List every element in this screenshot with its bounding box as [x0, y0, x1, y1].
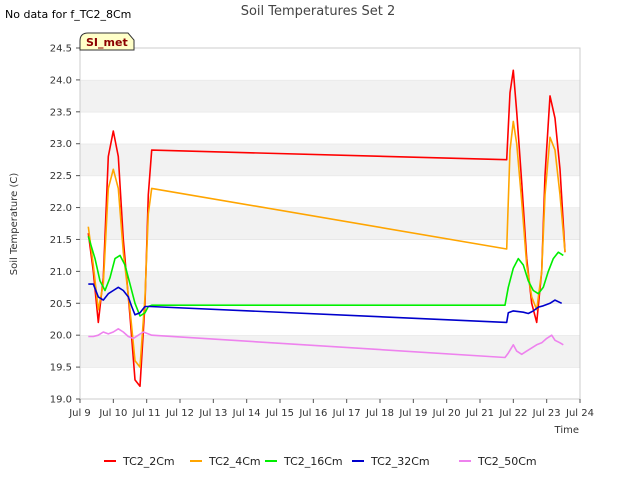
legend-label: TC2_32Cm: [370, 455, 430, 468]
plot-band: [80, 335, 580, 368]
x-tick-label: Jul 24: [565, 408, 594, 419]
y-tick-label: 21.5: [50, 235, 72, 246]
plot-band: [80, 239, 580, 272]
series-lines: [87, 69, 566, 388]
plot-band: [80, 48, 580, 80]
y-tick-label: 21.0: [50, 267, 72, 278]
y-tick-label: 22.5: [50, 171, 72, 182]
y-tick-label: 20.5: [50, 299, 72, 310]
chart-title: Soil Temperatures Set 2: [241, 4, 396, 19]
x-tick-label: Jul 12: [165, 408, 194, 419]
site-badge-shape: [79, 32, 135, 51]
y-tick-label: 23.5: [50, 107, 72, 118]
x-tick-label: Jul 20: [432, 408, 461, 419]
y-tick-label: 24.5: [50, 44, 72, 55]
y-axis-ticks: 19.0 19.5 20.0 20.5 21.0 21.5 22.0 22.5 23.0 23.5…: [50, 44, 80, 406]
y-tick-label: 19.0: [50, 395, 72, 406]
x-tick-label: Jul 21: [465, 408, 494, 419]
x-tick-label: Jul 22: [498, 408, 527, 419]
plot-band: [80, 367, 580, 399]
y-tick-label: 19.5: [50, 363, 72, 374]
x-tick-label: Jul 14: [232, 408, 261, 419]
x-axis-label: Time: [554, 425, 579, 436]
y-tick-label: 23.0: [50, 139, 72, 150]
x-tick-label: Jul 16: [298, 408, 327, 419]
plot-band: [80, 207, 580, 240]
site-badge-label: SI_met: [86, 36, 128, 49]
site-badge: SI_met: [79, 32, 135, 51]
y-tick-label: 24.0: [50, 75, 72, 86]
x-tick-label: Jul 13: [198, 408, 227, 419]
series-line-tc2-4cm: [87, 120, 566, 368]
x-tick-label: Jul 19: [398, 408, 427, 419]
plot-band: [80, 111, 580, 144]
no-data-message: No data for f_TC2_8Cm: [5, 8, 132, 21]
legend-label: TC2_50Cm: [477, 455, 537, 468]
x-tick-label: Jul 15: [265, 408, 294, 419]
plot-band: [80, 303, 580, 336]
x-axis-ticks: Jul 9 Jul 10 Jul 11 Jul 12 Jul 13 Jul 14 Jul 1…: [68, 399, 594, 419]
legend-label: TC2_4Cm: [208, 455, 261, 468]
legend-label: TC2_16Cm: [283, 455, 343, 468]
legend: TC2_2Cm TC2_4Cm TC2_16Cm TC2_32Cm TC2_50Cm: [104, 455, 537, 468]
plot-background-bands: [80, 47, 580, 399]
plot-band: [80, 271, 580, 304]
x-tick-label: Jul 11: [132, 408, 161, 419]
series-line-tc2-16cm: [87, 236, 564, 317]
x-tick-label: Jul 17: [332, 408, 361, 419]
x-tick-label: Jul 18: [365, 408, 394, 419]
y-tick-label: 22.0: [50, 203, 72, 214]
legend-label: TC2_2Cm: [122, 455, 175, 468]
y-tick-label: 20.0: [50, 331, 72, 342]
x-tick-label: Jul 9: [68, 408, 91, 419]
series-line-tc2-32cm: [88, 283, 563, 324]
plot-band: [80, 79, 580, 112]
x-tick-label: Jul 23: [532, 408, 561, 419]
y-axis-label: Soil Temperature (C): [9, 173, 20, 276]
series-line-tc2-50cm: [88, 327, 564, 359]
plot-band: [80, 175, 580, 208]
x-tick-label: Jul 10: [98, 408, 127, 419]
plot-frame: [79, 47, 581, 400]
